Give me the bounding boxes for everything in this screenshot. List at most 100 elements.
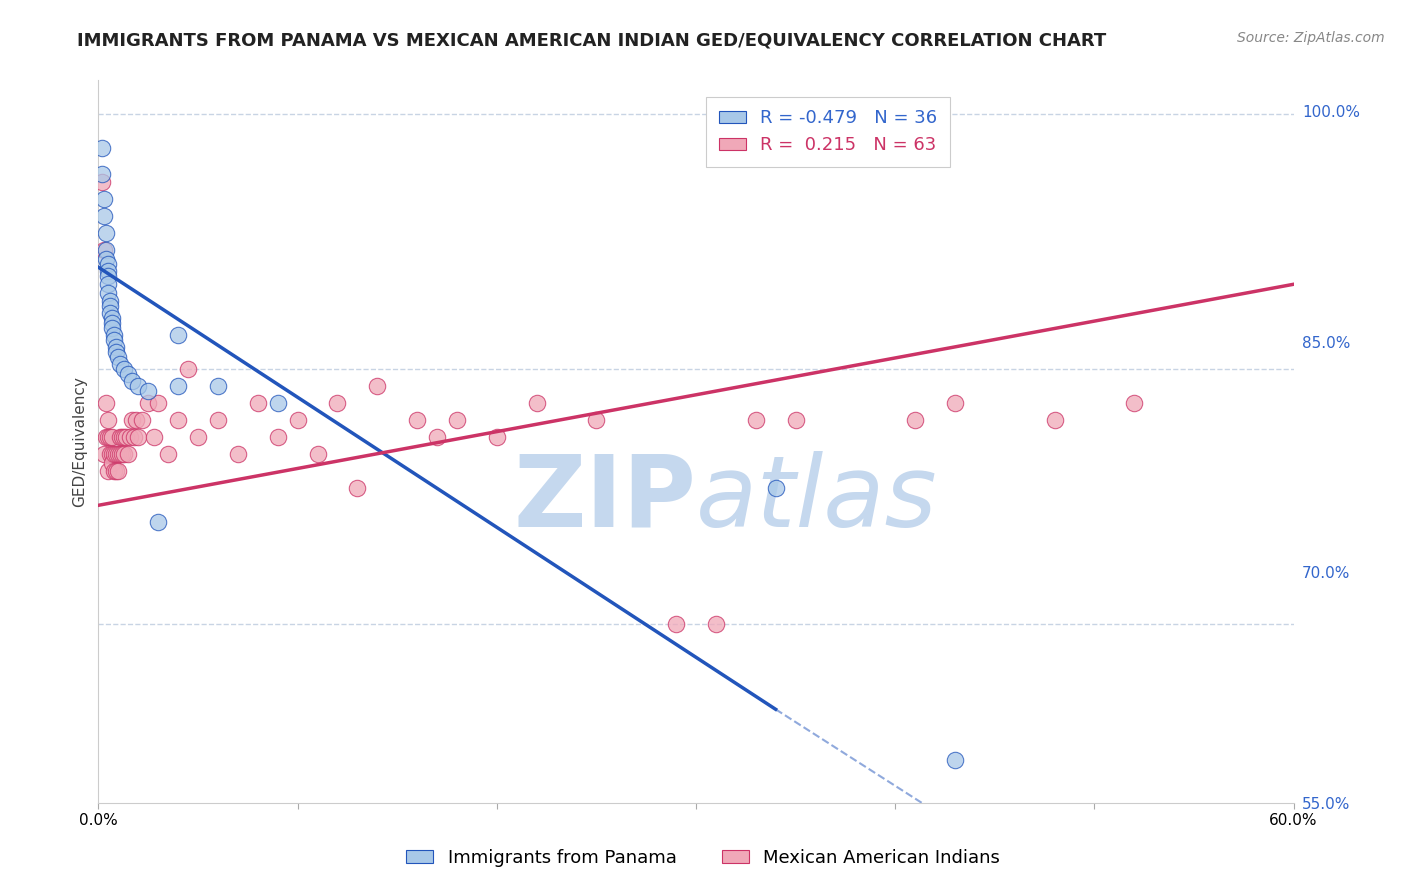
Y-axis label: GED/Equivalency: GED/Equivalency	[72, 376, 87, 507]
Point	[167, 328, 190, 343]
Text: atlas: atlas	[696, 450, 938, 548]
Point	[91, 141, 114, 155]
Point	[785, 413, 807, 427]
Point	[136, 384, 159, 399]
Point	[93, 209, 115, 223]
Point	[143, 430, 166, 444]
Point	[157, 447, 180, 461]
Point	[1123, 396, 1146, 410]
Point	[97, 263, 120, 277]
Point	[97, 430, 120, 444]
Point	[98, 306, 122, 320]
Point	[148, 516, 170, 530]
Point	[107, 464, 129, 478]
Text: Source: ZipAtlas.com: Source: ZipAtlas.com	[1237, 31, 1385, 45]
Point	[124, 430, 146, 444]
Point	[187, 430, 209, 444]
Point	[267, 396, 290, 410]
Point	[904, 413, 927, 427]
Point	[103, 328, 125, 343]
Point	[111, 447, 134, 461]
Point	[93, 447, 115, 461]
Point	[136, 396, 159, 410]
Point	[177, 362, 200, 376]
Point	[745, 413, 768, 427]
Point	[101, 430, 124, 444]
Point	[91, 167, 114, 181]
Point	[121, 374, 143, 388]
Point	[110, 357, 132, 371]
Point	[101, 311, 124, 326]
Point	[105, 345, 128, 359]
Point	[103, 464, 125, 478]
Point	[96, 227, 118, 241]
Point	[96, 252, 118, 266]
Point	[96, 396, 118, 410]
Point	[120, 430, 142, 444]
Point	[93, 244, 115, 258]
Point	[346, 481, 368, 495]
Point	[366, 379, 388, 393]
Point	[326, 396, 349, 410]
Point	[406, 413, 429, 427]
Point	[101, 456, 124, 470]
Point	[96, 430, 118, 444]
Point	[127, 430, 149, 444]
Point	[117, 368, 139, 382]
Point	[943, 396, 966, 410]
Point	[131, 413, 153, 427]
Point	[112, 362, 135, 376]
Legend: R = -0.479   N = 36, R =  0.215   N = 63: R = -0.479 N = 36, R = 0.215 N = 63	[706, 96, 950, 167]
Point	[98, 447, 122, 461]
Point	[585, 413, 607, 427]
Point	[105, 340, 128, 354]
Point	[103, 447, 125, 461]
Point	[101, 447, 124, 461]
Point	[765, 481, 787, 495]
Point	[246, 396, 269, 410]
Point	[111, 430, 134, 444]
Point	[97, 285, 120, 300]
Legend: Immigrants from Panama, Mexican American Indians: Immigrants from Panama, Mexican American…	[399, 842, 1007, 874]
Point	[110, 430, 132, 444]
Point	[207, 413, 229, 427]
Point	[97, 257, 120, 271]
Point	[207, 379, 229, 393]
Point	[426, 430, 449, 444]
Point	[107, 447, 129, 461]
Point	[125, 413, 148, 427]
Point	[167, 379, 190, 393]
Point	[97, 268, 120, 283]
Point	[485, 430, 508, 444]
Point	[117, 447, 139, 461]
Point	[1043, 413, 1066, 427]
Point	[101, 317, 124, 331]
Point	[112, 430, 135, 444]
Point	[105, 447, 128, 461]
Point	[105, 464, 128, 478]
Point	[121, 413, 143, 427]
Point	[112, 447, 135, 461]
Point	[97, 464, 120, 478]
Text: ZIP: ZIP	[513, 450, 696, 548]
Point	[101, 321, 124, 335]
Point	[96, 244, 118, 258]
Point	[127, 379, 149, 393]
Point	[526, 396, 548, 410]
Text: IMMIGRANTS FROM PANAMA VS MEXICAN AMERICAN INDIAN GED/EQUIVALENCY CORRELATION CH: IMMIGRANTS FROM PANAMA VS MEXICAN AMERIC…	[77, 31, 1107, 49]
Point	[307, 447, 329, 461]
Point	[665, 617, 688, 632]
Point	[446, 413, 468, 427]
Point	[943, 753, 966, 767]
Point	[110, 447, 132, 461]
Point	[93, 192, 115, 206]
Point	[91, 175, 114, 189]
Point	[704, 617, 727, 632]
Point	[148, 396, 170, 410]
Point	[267, 430, 290, 444]
Point	[98, 299, 122, 313]
Point	[226, 447, 249, 461]
Point	[98, 294, 122, 309]
Point	[103, 334, 125, 348]
Point	[115, 430, 138, 444]
